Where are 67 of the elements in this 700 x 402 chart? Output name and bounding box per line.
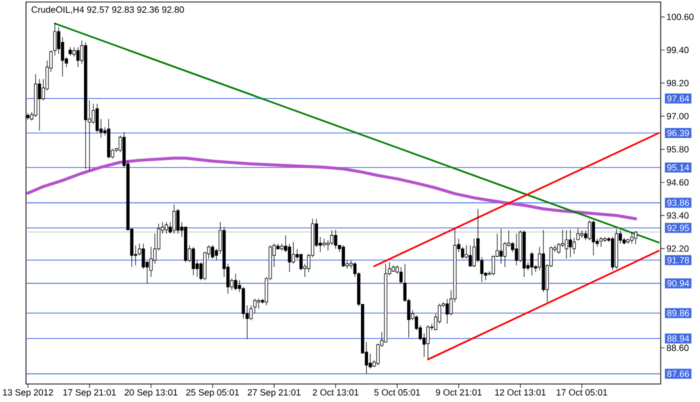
candlestick xyxy=(172,204,176,234)
candlestick xyxy=(399,266,403,284)
candlestick xyxy=(38,78,42,131)
ref-line-label: 88.94 xyxy=(667,335,690,342)
ref-line-label: 92.95 xyxy=(667,224,690,232)
y-tick-label: 92.20 xyxy=(666,245,689,252)
candlestick xyxy=(292,242,295,264)
candlestick xyxy=(503,242,507,268)
ref-line-label: 97.64 xyxy=(667,95,690,102)
x-tick-label: 13 Sep 2012 xyxy=(3,389,53,398)
candlestick xyxy=(342,244,345,268)
candlestick xyxy=(588,220,592,241)
candlestick xyxy=(210,244,214,260)
chart-title: CrudeOIL,H4 92.57 92.83 92.36 92.80 xyxy=(32,6,184,14)
candlestick xyxy=(576,228,580,241)
line-series xyxy=(26,156,638,220)
ref-line-label: 95.14 xyxy=(667,164,690,171)
y-tick-label: 95.80 xyxy=(666,146,689,152)
candlestick xyxy=(557,242,560,254)
x-tick-label: 20 Sep 13:01 xyxy=(124,389,178,398)
candlestick xyxy=(149,246,153,278)
candlestick xyxy=(72,46,76,57)
candlestick xyxy=(376,343,380,366)
ref-line-label: 91.78 xyxy=(667,256,690,264)
candlestick xyxy=(530,252,534,276)
x-tick-label: 25 Sep 05:01 xyxy=(186,389,239,398)
candlestick xyxy=(592,220,595,256)
x-tick-label: 2 Oct 13:01 xyxy=(312,389,358,396)
candlestick xyxy=(76,46,80,68)
candlestick xyxy=(572,238,576,254)
y-tick-label: 88.60 xyxy=(666,344,689,352)
x-tick-label: 17 Sep 21:01 xyxy=(63,389,116,398)
candlestick xyxy=(514,233,518,266)
candlestick xyxy=(257,298,260,310)
x-tick-label: 12 Oct 13:01 xyxy=(495,389,546,396)
candlestick xyxy=(568,230,572,258)
candlestick xyxy=(164,222,168,234)
y-tick-label: 97.00 xyxy=(666,113,689,120)
candlestick xyxy=(192,246,195,276)
candlestick xyxy=(630,232,634,244)
candlestick xyxy=(299,254,303,271)
candlestick xyxy=(634,230,638,244)
y-tick-label: 98.20 xyxy=(666,80,689,86)
candlestick xyxy=(460,246,464,260)
y-tick-label: 99.40 xyxy=(666,46,689,54)
candlestick xyxy=(142,243,145,270)
ref-line-label: 90.94 xyxy=(667,280,690,287)
candlestick xyxy=(426,324,430,359)
x-tick-label: 17 Oct 05:01 xyxy=(556,389,608,396)
candlestick xyxy=(176,208,180,234)
ref-line-label: 96.39 xyxy=(667,130,689,136)
candlestick xyxy=(234,273,238,291)
candlestick xyxy=(564,230,568,260)
candlestick xyxy=(334,230,338,250)
ref-line-label: 87.66 xyxy=(667,370,690,377)
x-tick-label: 9 Oct 21:01 xyxy=(436,389,482,396)
candlestick xyxy=(599,236,603,248)
ref-line-label: 89.86 xyxy=(667,310,690,316)
candlestick xyxy=(499,228,503,264)
x-tick-label: 27 Sep 21:01 xyxy=(248,389,300,398)
candlestick xyxy=(468,244,472,268)
x-tick-label: 5 Oct 05:01 xyxy=(374,389,420,396)
ref-line-label: 93.86 xyxy=(667,200,690,206)
y-tick-label: 93.40 xyxy=(666,212,689,219)
y-tick-label: 94.60 xyxy=(666,179,689,186)
candlestick xyxy=(288,243,292,272)
y-tick-label: 100.60 xyxy=(667,14,694,20)
